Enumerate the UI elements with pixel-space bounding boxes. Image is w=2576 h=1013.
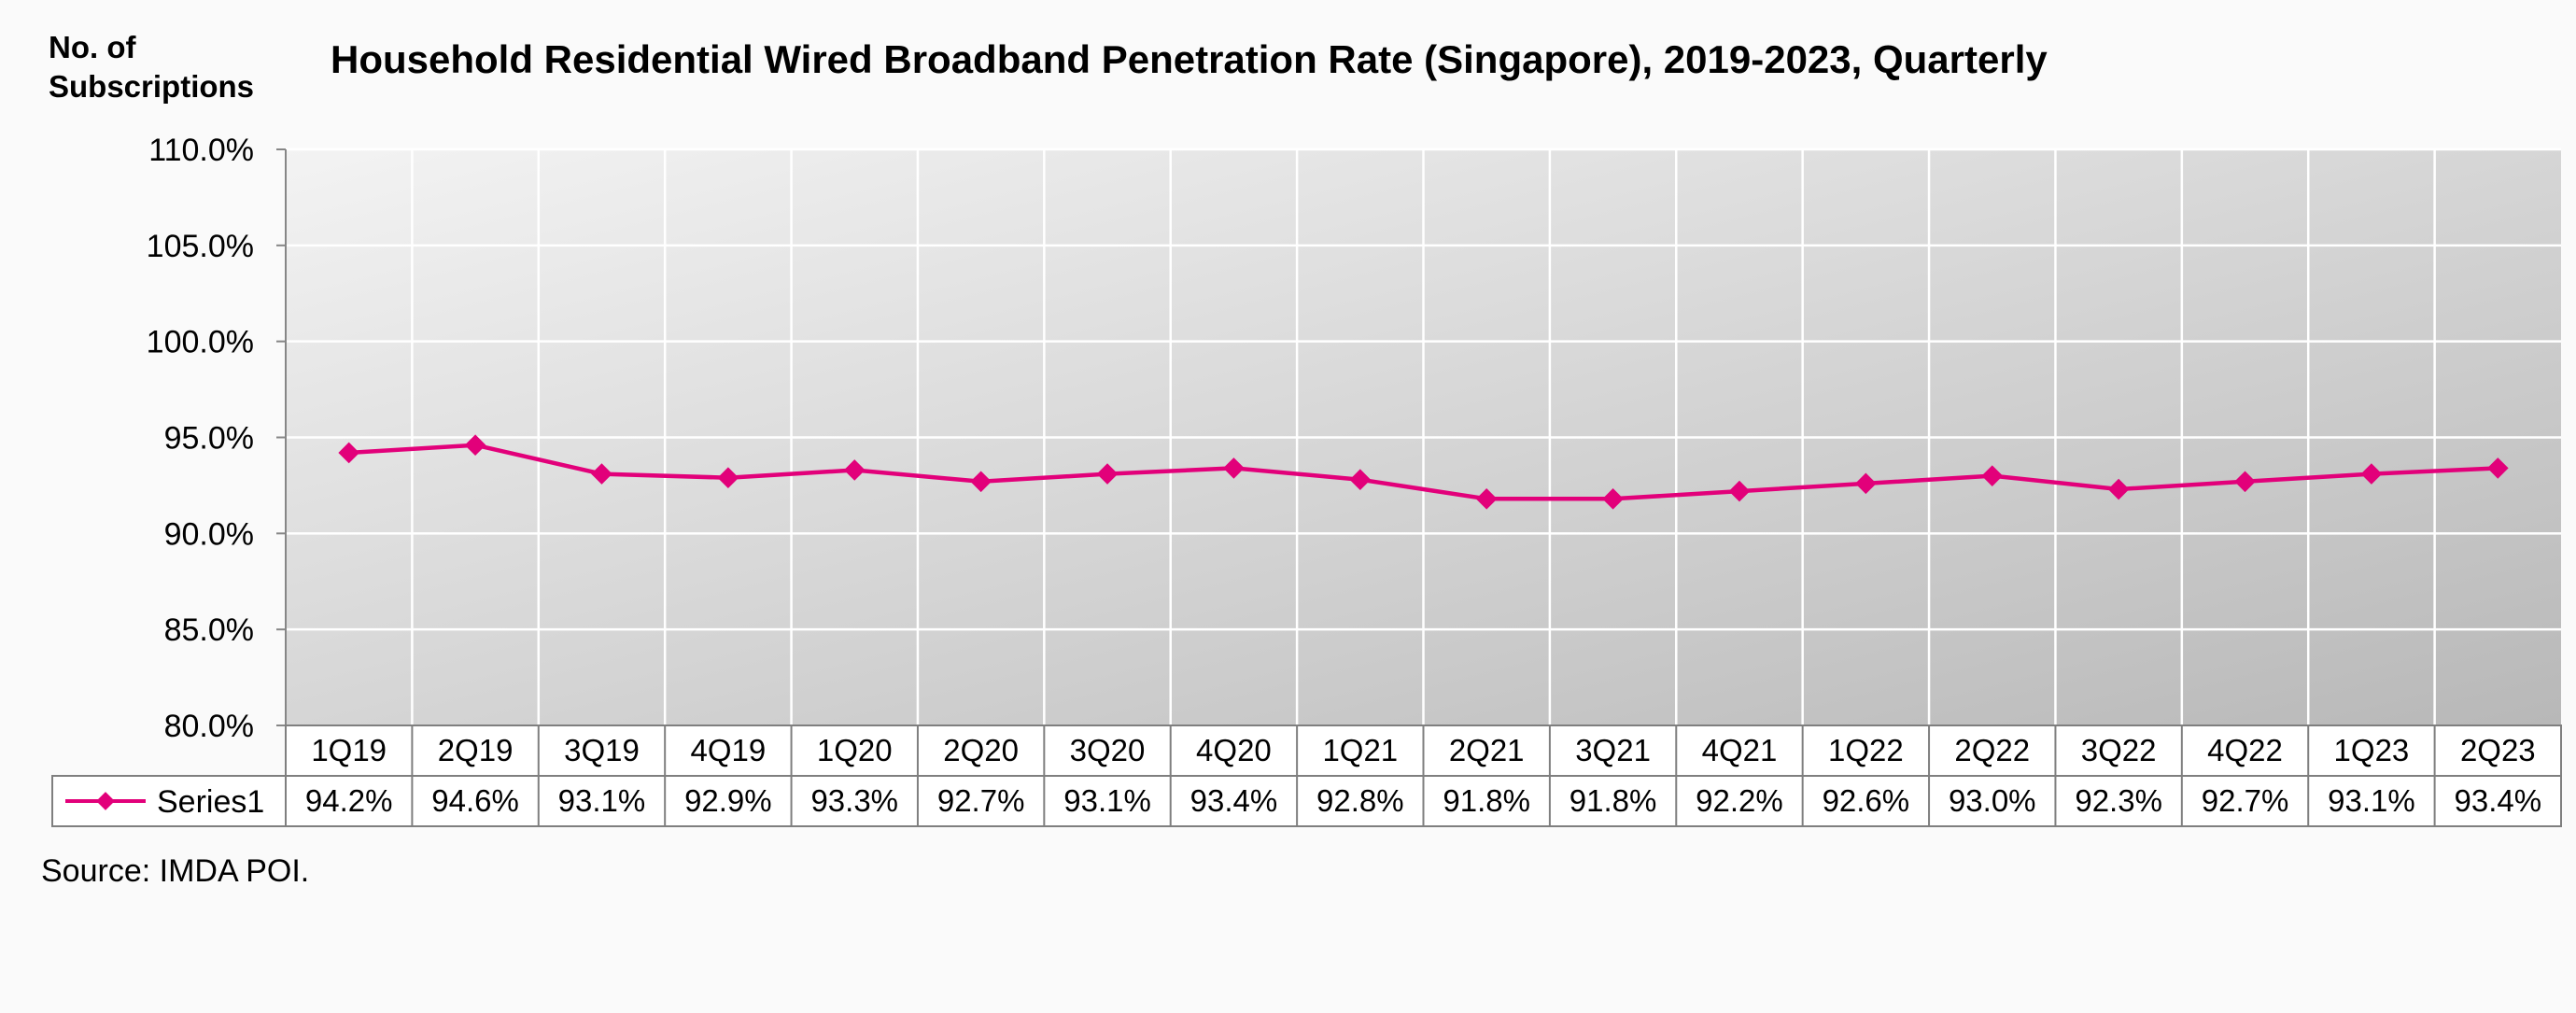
data-table-value: 92.6% <box>1823 783 1910 818</box>
y-tick-label: 85.0% <box>164 612 254 648</box>
x-category-label: 1Q21 <box>1322 733 1398 767</box>
series-line <box>348 443 2499 501</box>
source-note: Source: IMDA POI. <box>41 853 309 889</box>
data-point-marker <box>2234 471 2256 493</box>
x-category-label: 4Q22 <box>2207 733 2283 767</box>
y-axis-ticks: 110.0% 105.0% 100.0% 95.0% 90.0% 85.0% 80.0% <box>147 133 287 744</box>
x-category-label: 4Q19 <box>690 733 766 767</box>
data-table-value: 93.4% <box>2455 783 2542 818</box>
x-category-label: 2Q20 <box>943 733 1019 767</box>
data-table-value: 92.8% <box>1316 783 1404 818</box>
x-category-label: 2Q22 <box>1954 733 2030 767</box>
data-table: 1Q19 2Q19 3Q19 4Q19 1Q20 2Q20 3Q20 4Q20 1Q21 2Q21… <box>51 725 2562 827</box>
x-category-label: 2Q21 <box>1449 733 1525 767</box>
y-tick-label: 95.0% <box>164 421 254 457</box>
data-point-marker <box>717 467 739 489</box>
data-point-marker <box>1602 487 1624 510</box>
x-category-label: 3Q21 <box>1575 733 1651 767</box>
x-category-label: 2Q19 <box>438 733 514 767</box>
y-tick-label: 80.0% <box>164 709 254 744</box>
data-point-marker <box>2486 457 2509 479</box>
chart-title: Household Residential Wired Broadband Pe… <box>331 37 2048 81</box>
data-point-marker <box>2360 463 2383 485</box>
data-point-marker <box>1223 457 1245 479</box>
x-category-label: 4Q21 <box>1702 733 1778 767</box>
y-tick-label: 105.0% <box>147 229 254 264</box>
x-category-label: 3Q20 <box>1070 733 1146 767</box>
data-point-marker <box>970 471 992 493</box>
data-table-value: 92.7% <box>937 783 1025 818</box>
data-point-marker <box>843 459 866 481</box>
data-table-value: 93.1% <box>1063 783 1151 818</box>
data-point-marker <box>1855 472 1877 495</box>
y-axis-label-line-2: Subscriptions <box>49 69 254 104</box>
data-table-value: 92.9% <box>684 783 772 818</box>
data-table-value: 94.6% <box>431 783 519 818</box>
data-table-value: 93.4% <box>1190 783 1278 818</box>
data-point-marker <box>1981 465 2004 486</box>
data-table-value: 92.3% <box>2075 783 2162 818</box>
gridlines <box>286 148 2561 725</box>
data-table-value: 93.3% <box>810 783 898 818</box>
x-category-label: 1Q20 <box>817 733 893 767</box>
data-point-marker <box>591 463 612 485</box>
data-table-value: 93.1% <box>558 783 646 818</box>
x-category-label: 1Q22 <box>1828 733 1904 767</box>
x-category-label: 3Q22 <box>2081 733 2157 767</box>
x-category-label: 1Q23 <box>2334 733 2410 767</box>
y-tick-label: 110.0% <box>148 133 254 168</box>
data-table-value: 92.2% <box>1696 783 1783 818</box>
series-line-group <box>338 434 2509 510</box>
y-tick-label: 90.0% <box>164 516 254 552</box>
x-category-label: 2Q23 <box>2460 733 2536 767</box>
data-table-value: 92.7% <box>2202 783 2289 818</box>
data-table-value: 91.8% <box>1570 783 1657 818</box>
data-table-value: 94.2% <box>305 783 393 818</box>
data-point-marker <box>1096 463 1119 485</box>
data-table-value: 93.0% <box>1949 783 2036 818</box>
data-table-value: 91.8% <box>1443 783 1530 818</box>
data-point-marker <box>338 442 360 464</box>
data-point-marker <box>464 434 486 457</box>
x-category-label: 4Q20 <box>1196 733 1272 767</box>
data-point-marker <box>2107 478 2130 500</box>
y-axis-label-line-1: No. of <box>49 30 136 64</box>
x-category-label: 3Q19 <box>564 733 640 767</box>
y-tick-label: 100.0% <box>147 325 254 360</box>
data-point-marker <box>1475 487 1498 510</box>
legend-series-name: Series1 <box>157 784 264 820</box>
data-table-value: 93.1% <box>2328 783 2415 818</box>
data-point-marker <box>1728 480 1751 502</box>
x-category-label: 1Q19 <box>311 733 387 767</box>
